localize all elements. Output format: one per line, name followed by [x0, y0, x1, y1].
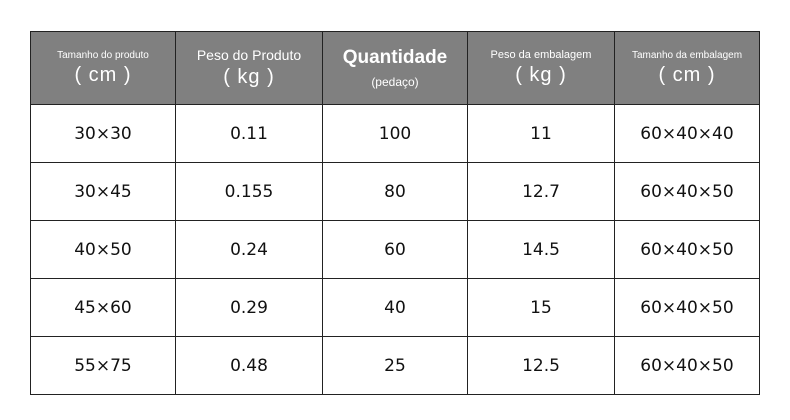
table-cell: 60: [322, 220, 468, 279]
table-cell: 0.155: [175, 162, 323, 221]
table-cell: 60×40×50: [614, 278, 760, 337]
table-row: 45×60 0.29 40 15 60×40×50: [30, 278, 760, 337]
header-cell: Tamanho do produto ( cm ): [30, 31, 176, 105]
header-label: Tamanho do produto: [57, 49, 149, 61]
header-unit: (pedaço): [371, 75, 419, 90]
header-unit: ( cm ): [658, 63, 716, 86]
table-cell: 0.48: [175, 336, 323, 395]
table-cell: 0.29: [175, 278, 323, 337]
table-cell: 30×30: [30, 104, 176, 163]
table-cell: 0.24: [175, 220, 323, 279]
table-cell: 45×60: [30, 278, 176, 337]
table-row: 30×45 0.155 80 12.7 60×40×50: [30, 162, 760, 221]
table-cell: 40: [322, 278, 468, 337]
table-row: 40×50 0.24 60 14.5 60×40×50: [30, 220, 760, 279]
table-cell: 80: [322, 162, 468, 221]
table-row: 55×75 0.48 25 12.5 60×40×50: [30, 336, 760, 395]
table-cell: 12.5: [467, 336, 615, 395]
table-cell: 40×50: [30, 220, 176, 279]
table-cell: 60×40×40: [614, 104, 760, 163]
header-cell: Tamanho da embalagem ( cm ): [614, 31, 760, 105]
table-cell: 55×75: [30, 336, 176, 395]
header-unit: ( kg ): [223, 65, 275, 88]
table-cell: 30×45: [30, 162, 176, 221]
header-label: Quantidade: [342, 46, 448, 68]
header-unit: ( cm ): [74, 63, 132, 86]
table-cell: 0.11: [175, 104, 323, 163]
table-cell: 11: [467, 104, 615, 163]
table-cell: 25: [322, 336, 468, 395]
table-cell: 60×40×50: [614, 220, 760, 279]
header-label: Tamanho da embalagem: [631, 49, 743, 61]
table-cell: 60×40×50: [614, 336, 760, 395]
table-cell: 15: [467, 278, 615, 337]
header-row: Tamanho do produto( cm ) Peso do Produto(…: [30, 31, 760, 105]
header-cell: Peso do Produto( kg ): [175, 31, 323, 105]
header-unit: ( kg ): [515, 64, 567, 87]
header-label: Peso do Produto: [196, 47, 302, 64]
header-label: Peso da embalagem: [490, 48, 592, 61]
spec-table: Tamanho do produto( cm ) Peso do Produto(…: [30, 31, 760, 395]
table-cell: 60×40×50: [614, 162, 760, 221]
table-cell: 12.7: [467, 162, 615, 221]
table-cell: 100: [322, 104, 468, 163]
header-cell: Peso da embalagem ( kg ): [467, 31, 615, 105]
table-cell: 14.5: [467, 220, 615, 279]
header-cell: Quantidade (pedaço): [322, 31, 468, 105]
table-row: 30×30 0.11 100 11 60×40×40: [30, 104, 760, 163]
table-body: 30×30 0.11 100 11 60×40×40 30×45 0.155 80 12.7 60…: [30, 104, 760, 395]
